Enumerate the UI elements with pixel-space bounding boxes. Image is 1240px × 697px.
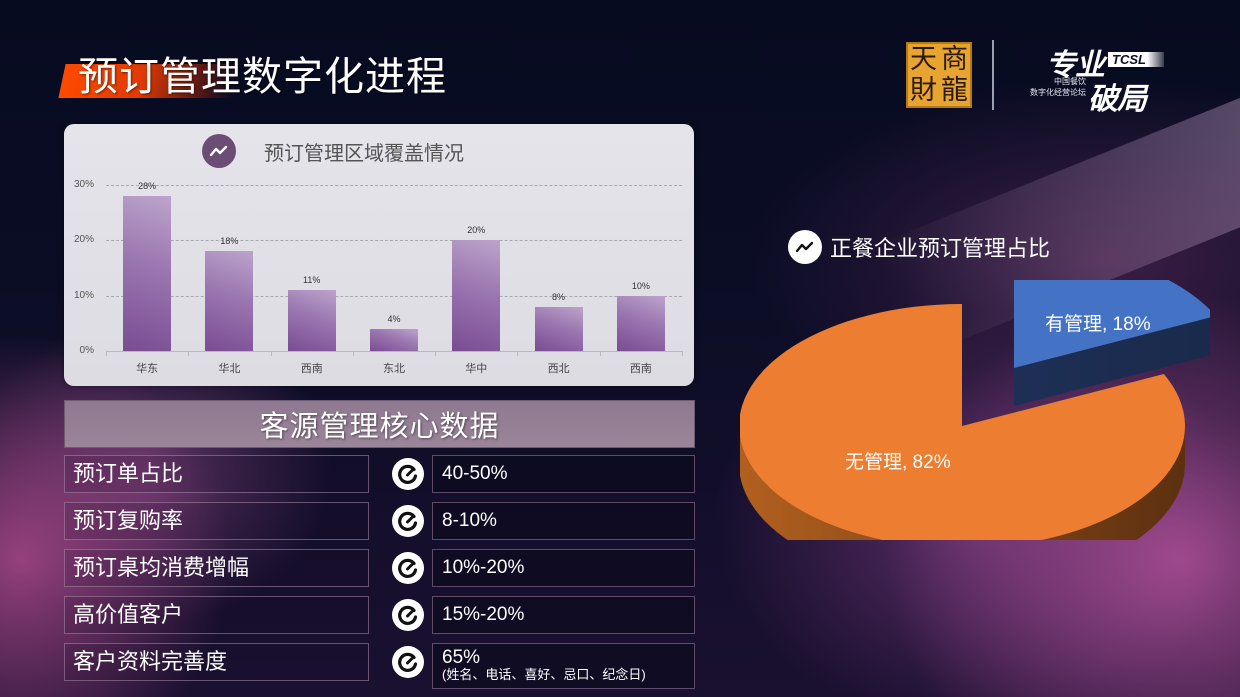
core-data-value: 10%-20% [432,549,695,587]
core-data-value-text: 8-10% [442,510,497,531]
core-data-value: 15%-20% [432,596,695,634]
seal-char: 天 [910,44,937,75]
bar-value-label: 28% [138,181,157,192]
forum-logo-line1: 专业 [1046,49,1105,82]
bar [534,306,583,351]
bar [452,240,501,351]
page-title-text: 预订管理数字化进程 [78,55,447,99]
grid-line [106,295,682,297]
seal-logo: 天 商 財 龍 [906,42,972,108]
pie-slice-side-none [740,426,1185,540]
x-tick-label: 西南 [629,363,652,375]
y-tick-label: 30% [73,179,94,190]
logo-divider [992,40,994,110]
pie-slice-none [740,304,1185,540]
core-data-heading-text: 客源管理核心数据 [259,411,500,443]
page-title: 预订管理数字化进程 [58,44,446,100]
bar-value-label: 18% [220,236,239,247]
forum-logo-subtitle: 中国餐饮 数字化经营论坛 [1016,76,1086,98]
bar-chart-header: 预订管理区域覆盖情况 [202,134,464,168]
core-data-label: 客户资料完善度 [64,643,369,681]
bar [123,196,172,351]
core-data-heading: 客源管理核心数据 [64,400,695,448]
core-data-value-text: 10%-20% [442,557,525,578]
x-axis [106,351,682,352]
core-data-note: (姓名、电话、喜好、忌口、纪念日) [442,667,646,682]
forum-logo-tag: TCSL [1108,52,1164,67]
bar-chart-card: 预订管理区域覆盖情况 0% 10% 20% 30% 28% 华东 18% 华北 11% 西南 4% 东… [64,124,694,386]
x-tick-label: 华中 [465,363,488,375]
x-tick-mark [435,351,437,356]
bar [616,295,665,351]
gauge-check-icon [392,552,424,584]
core-data-value-text: 40-50% [442,463,508,484]
core-data-row: 客户资料完善度 65% (姓名、电话、喜好、忌口、纪念日) [64,643,695,689]
core-data-value: 8-10% [432,502,695,540]
pie-slice-side-managed [1014,317,1210,406]
gauge-check-icon [392,505,424,537]
pie-chart-header: 正餐企业预订管理占比 [788,230,1050,264]
seal-char: 財 [910,75,937,106]
x-tick-label: 华东 [136,363,159,375]
x-tick-label: 西南 [300,363,323,375]
forum-logo-line2: 破局 [1088,83,1147,116]
bar-chart-plot: 0% 10% 20% 30% 28% 华东 18% 华北 11% 西南 4% 东北 20% 华中 8% 西北 1… [64,124,694,386]
core-data-row: 预订复购率 8-10% [64,502,695,540]
bar [287,290,336,351]
trend-line-icon [202,134,236,168]
core-data-row: 预订单占比 40-50% [64,455,695,493]
forum-logo: 专业 TCSL 中国餐饮 数字化经营论坛 破局 [1016,40,1166,116]
y-tick-label: 10% [73,289,94,301]
bar-value-label: 20% [467,225,486,236]
bar-chart-title: 预订管理区域覆盖情况 [264,142,464,165]
bar-value-label: 10% [631,280,650,291]
x-tick-mark [517,351,519,356]
core-data-value: 65% (姓名、电话、喜好、忌口、纪念日) [432,643,695,689]
gauge-check-icon [392,458,424,490]
pie-slice-managed [1014,280,1210,368]
bar-value-label: 11% [303,275,321,286]
x-tick-label: 华北 [218,363,241,375]
pie-label-managed: 有管理, 18% [1045,314,1151,335]
x-tick-mark [599,351,601,356]
x-tick-mark [188,351,190,356]
trend-line-icon [788,230,822,264]
core-data-label: 预订桌均消费增幅 [64,549,369,587]
y-tick-label: 20% [73,234,94,246]
forum-logo-sub1: 中国餐饮 [1054,77,1086,86]
grid-line [106,240,682,242]
core-data-value-text: 15%-20% [442,604,525,625]
core-data-row: 预订桌均消费增幅 10%-20% [64,549,695,587]
core-data-label: 预订复购率 [64,502,369,540]
grid-line [106,185,682,186]
core-data-value-text: 65% [442,647,481,668]
x-tick-mark [106,351,107,356]
x-tick-mark [682,351,683,356]
gauge-check-icon [392,599,424,631]
pie-chart [740,280,1210,540]
core-data-label: 预订单占比 [64,455,369,493]
seal-char: 龍 [941,75,968,106]
bar-value-label: 8% [552,291,566,302]
bar [205,251,254,351]
core-data-value: 40-50% [432,455,695,493]
core-data-row: 高价值客户 15%-20% [64,596,695,634]
y-tick-label: 0% [79,345,94,356]
brand-logo: 天 商 財 龍 专业 TCSL 中国餐饮 数字化经营论坛 破局 [906,40,1166,116]
x-tick-label: 东北 [383,363,405,375]
seal-char: 商 [941,44,968,75]
forum-logo-sub2: 数字化经营论坛 [1030,88,1086,97]
bar [370,328,418,351]
x-tick-mark [270,351,272,356]
pie-label-none: 无管理, 82% [845,452,951,473]
pie-chart-title: 正餐企业预订管理占比 [830,236,1051,261]
bar-value-label: 4% [387,313,401,324]
core-data-label: 高价值客户 [64,596,369,634]
x-tick-label: 西北 [547,363,570,375]
gauge-check-icon [392,646,424,678]
x-tick-mark [352,351,354,356]
